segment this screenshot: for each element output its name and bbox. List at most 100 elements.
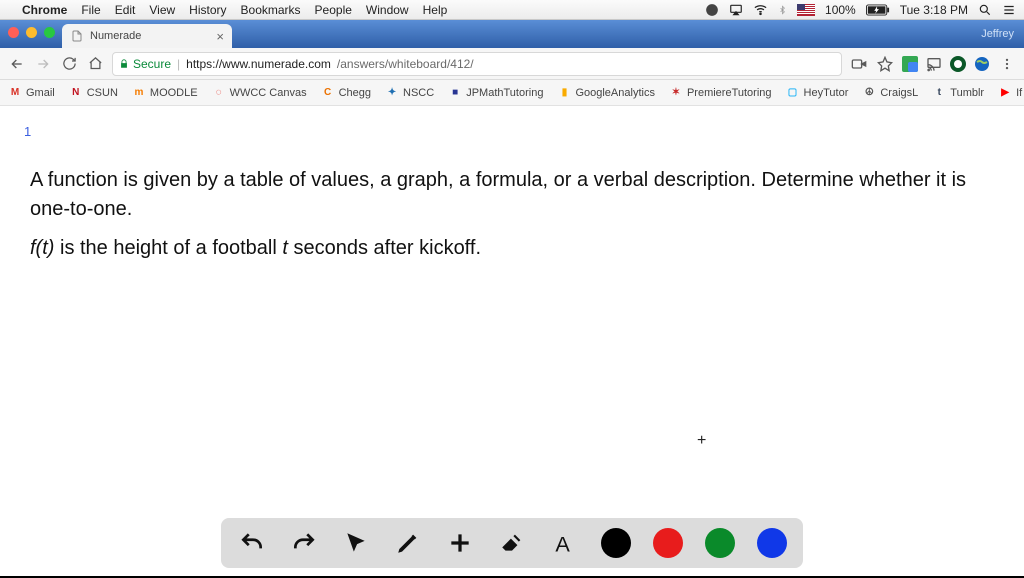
menubar-file[interactable]: File	[81, 3, 100, 17]
bookmark-item[interactable]: ▢HeyTutor	[786, 86, 849, 100]
svg-text:A: A	[555, 532, 570, 556]
chrome-menu-icon[interactable]	[998, 55, 1016, 73]
color-swatch[interactable]	[653, 528, 683, 558]
bookmark-item[interactable]: M Gmail	[8, 86, 55, 100]
minimize-window-button[interactable]	[26, 27, 37, 38]
mac-menubar: Chrome File Edit View History Bookmarks …	[0, 0, 1024, 20]
profile-name[interactable]: Jeffrey	[981, 28, 1014, 40]
home-button[interactable]	[86, 55, 104, 73]
question-line1: A function is given by a table of values…	[30, 166, 1004, 224]
bookmark-label: NSCC	[403, 87, 434, 99]
bookmark-label: JPMathTutoring	[466, 87, 543, 99]
bookmark-item[interactable]: ☮ CraigsL	[862, 86, 918, 100]
bookmark-label: CraigsL	[880, 87, 918, 99]
color-swatch[interactable]	[601, 528, 631, 558]
lock-icon	[119, 59, 129, 69]
menubar-app[interactable]: Chrome	[22, 3, 67, 17]
menubar-window[interactable]: Window	[366, 3, 409, 17]
secure-label: Secure	[133, 57, 171, 71]
bluetooth-icon[interactable]	[778, 3, 787, 17]
browser-tab[interactable]: Numerade ×	[62, 24, 232, 48]
wifi-icon[interactable]	[753, 2, 768, 17]
flag-icon[interactable]	[797, 4, 815, 16]
bookmark-favicon: m	[132, 86, 146, 100]
bookmark-favicon: N	[69, 86, 83, 100]
whiteboard-toolbar: A	[221, 518, 803, 568]
bookmark-favicon: ■	[448, 86, 462, 100]
bookmark-favicon: ☮	[862, 86, 876, 100]
bookmark-item[interactable]: ✶PremiereTutoring	[669, 86, 772, 100]
tool-undo[interactable]	[237, 528, 267, 558]
bookmark-label: Gmail	[26, 87, 55, 99]
bookmark-item[interactable]: m MOODLE	[132, 86, 198, 100]
bookmark-favicon: t	[932, 86, 946, 100]
battery-icon[interactable]	[866, 4, 890, 16]
bookmark-favicon: ◌	[212, 86, 226, 100]
tab-favicon	[70, 29, 84, 43]
bookmark-item[interactable]: C Chegg	[321, 86, 371, 100]
battery-pct: 100%	[825, 3, 856, 17]
ext-adblock-icon[interactable]	[950, 56, 966, 72]
color-swatch[interactable]	[705, 528, 735, 558]
bookmark-star-icon[interactable]	[876, 55, 894, 73]
zoom-window-button[interactable]	[44, 27, 55, 38]
bookmark-label: CSUN	[87, 87, 118, 99]
page-content: 1 A function is given by a table of valu…	[0, 106, 1024, 578]
forward-button[interactable]	[34, 55, 52, 73]
back-button[interactable]	[8, 55, 26, 73]
bookmark-label: Chegg	[339, 87, 371, 99]
bookmark-item[interactable]: ▶ If you had 24 hours...	[998, 86, 1024, 100]
bookmark-label: MOODLE	[150, 87, 198, 99]
tab-title: Numerade	[90, 30, 141, 42]
menubar-edit[interactable]: Edit	[115, 3, 136, 17]
bookmark-item[interactable]: ◌ WWCC Canvas	[212, 86, 307, 100]
camera-icon[interactable]	[850, 55, 868, 73]
spotlight-icon[interactable]	[978, 3, 992, 17]
menubar-view[interactable]: View	[149, 3, 175, 17]
airplay-icon[interactable]	[729, 3, 743, 17]
text-icon: A	[551, 530, 577, 556]
close-window-button[interactable]	[8, 27, 19, 38]
tool-pointer[interactable]	[341, 528, 371, 558]
bookmark-favicon: ✶	[669, 86, 683, 100]
bookmarks-bar: M Gmail N CSUN m MOODLE ◌ WWCC Canvas C Chegg ✦NSC…	[0, 80, 1024, 106]
secure-indicator: Secure	[119, 57, 171, 71]
bookmark-item[interactable]: ✦NSCC	[385, 86, 434, 100]
tool-pencil[interactable]	[393, 528, 423, 558]
ext-earth-icon[interactable]	[974, 56, 990, 72]
menubar-help[interactable]: Help	[423, 3, 448, 17]
eraser-icon	[499, 530, 525, 556]
tab-close-icon[interactable]: ×	[216, 29, 224, 44]
bookmark-favicon: C	[321, 86, 335, 100]
ext-translate-icon[interactable]	[902, 56, 918, 72]
hangouts-icon[interactable]	[705, 3, 719, 17]
bookmark-item[interactable]: ■ JPMathTutoring	[448, 86, 543, 100]
browser-toolbar: Secure | https://www.numerade.com/answer…	[0, 48, 1024, 80]
menubar-bookmarks[interactable]: Bookmarks	[241, 3, 301, 17]
bookmark-item[interactable]: ▮GoogleAnalytics	[557, 86, 655, 100]
tool-eraser[interactable]	[497, 528, 527, 558]
bookmark-label: WWCC Canvas	[230, 87, 307, 99]
clock[interactable]: Tue 3:18 PM	[900, 3, 968, 17]
tool-text[interactable]: A	[549, 528, 579, 558]
pointer-icon	[343, 530, 369, 556]
menubar-people[interactable]: People	[315, 3, 352, 17]
bookmark-label: Tumblr	[950, 87, 984, 99]
menu-icon[interactable]	[1002, 3, 1016, 17]
address-bar[interactable]: Secure | https://www.numerade.com/answer…	[112, 52, 842, 76]
bookmark-favicon: M	[8, 86, 22, 100]
pencil-icon	[395, 530, 421, 556]
url-host: https://www.numerade.com	[186, 57, 331, 71]
bookmark-item[interactable]: N CSUN	[69, 86, 118, 100]
bookmark-label: If you had 24 hours...	[1016, 87, 1024, 99]
bookmark-item[interactable]: t Tumblr	[932, 86, 984, 100]
url-path: /answers/whiteboard/412/	[337, 57, 474, 71]
color-swatch[interactable]	[757, 528, 787, 558]
bookmark-favicon: ▶	[998, 86, 1012, 100]
tool-add[interactable]	[445, 528, 475, 558]
reload-button[interactable]	[60, 55, 78, 73]
undo-icon	[239, 530, 265, 556]
tool-redo[interactable]	[289, 528, 319, 558]
ext-cast-icon[interactable]	[926, 56, 942, 72]
menubar-history[interactable]: History	[189, 3, 226, 17]
